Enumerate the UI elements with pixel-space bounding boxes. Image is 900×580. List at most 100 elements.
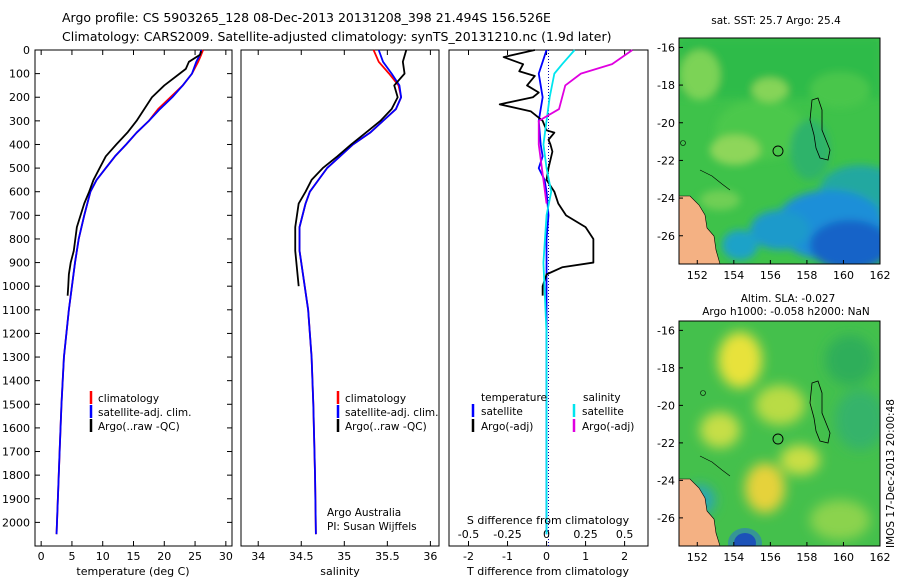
sst-map-field: [679, 38, 880, 264]
salinity-x-axis: 34 34.5 35 35.5 36: [251, 50, 437, 563]
reef-contour-sla: [809, 380, 831, 444]
difference-panel: -2 -1 0 1 2 -0.5 -0.25 0 0.25 0.5 T difference f…: [448, 49, 649, 578]
salinity-x-label: salinity: [320, 565, 360, 578]
map-x-tick-label: 158: [796, 551, 817, 564]
x-tick-label: 10: [96, 550, 110, 563]
sst-map-axes: 152 154 156 158 160 162 -16 -18 -20 -22 -24 -26: [657, 41, 890, 282]
salinity-plot-frame: [240, 49, 440, 547]
series-line: [298, 49, 403, 535]
y-tick-label: 1300: [2, 351, 30, 364]
y-tick-label: 400: [9, 138, 30, 151]
s-difference-axis: -0.5 -0.25 0 0.25 0.5: [458, 528, 634, 541]
series-line: [537, 49, 633, 204]
map-x-tick-label: 154: [723, 551, 744, 564]
sla-map-title-line2: Argo h1000: -0.058 h2000: NaN: [702, 306, 870, 318]
y-tick-label: 1100: [2, 304, 30, 317]
top-tick-label: -0.25: [493, 528, 521, 541]
salinity-panel: 34 34.5 35 35.5 36 salinity climatology sate…: [240, 49, 440, 578]
map-x-tick-label: 160: [833, 551, 854, 564]
sla-map-axes: 152 154 156 158 160 162 -16 -18 -20 -22 -24 -26: [657, 324, 890, 564]
sst-map-frame: [678, 37, 881, 265]
top-tick-label: 0: [543, 528, 550, 541]
map-y-tick-label: -20: [657, 117, 675, 130]
difference-legend: temperature salinity satellite Argo(-adj…: [471, 392, 634, 433]
sla-map-field: [679, 321, 880, 546]
difference-plot-frame: [448, 49, 649, 547]
y-tick-label: 0: [23, 44, 30, 57]
top-tick-label: -0.5: [458, 528, 479, 541]
legend-label-satellite: satellite-adj. clim.: [345, 407, 438, 419]
difference-series: [498, 49, 633, 535]
series-line: [66, 50, 203, 296]
x-tick-label: 34.5: [289, 550, 314, 563]
map-y-tick-label: -22: [657, 154, 675, 167]
argo-location-marker: [772, 145, 784, 157]
x-tick-label: 20: [157, 550, 171, 563]
temperature-series: [55, 49, 204, 535]
map-y-tick-label: -26: [657, 512, 675, 525]
temperature-legend: climatology satellite-adj. clim. Argo(..…: [89, 391, 191, 433]
argo-location-marker-sla: [772, 433, 784, 445]
map-y-tick-label: -16: [657, 41, 675, 54]
legend-label-s-satellite: satellite: [582, 406, 624, 418]
legend-label-t-satellite: satellite: [481, 406, 523, 418]
sla-map-panel: Altim. SLA: -0.027 Argo h1000: -0.058 h2…: [657, 293, 890, 564]
sst-map-panel: sat. SST: 25.7 Argo: 25.4: [657, 15, 890, 282]
series-line: [294, 49, 408, 287]
map-x-tick-label: 162: [870, 551, 891, 564]
map-y-tick-label: -24: [657, 474, 675, 487]
s-difference-label: S difference from climatology: [467, 514, 630, 527]
map-x-tick-label: 160: [833, 269, 854, 282]
map-y-tick-label: -26: [657, 230, 675, 243]
y-tick-label: 1800: [2, 469, 30, 482]
salinity-series: [294, 49, 408, 535]
figure-title-line2: Climatology: CARS2009. Satellite-adjuste…: [62, 29, 612, 44]
australia-coast-sst: [679, 195, 721, 264]
y-tick-label: 700: [9, 209, 30, 222]
x-tick-label: -2: [463, 550, 474, 563]
legend-label-climatology: climatology: [98, 393, 159, 405]
x-tick-label: 35.5: [375, 550, 400, 563]
y-tick-label: 1900: [2, 493, 30, 506]
y-tick-label: 300: [9, 115, 30, 128]
map-y-tick-label: -24: [657, 192, 675, 205]
y-tick-label: 600: [9, 186, 30, 199]
x-tick-label: 0: [543, 550, 550, 563]
x-tick-label: 30: [219, 550, 233, 563]
map-y-tick-label: -18: [657, 79, 675, 92]
y-tick-label: 1000: [2, 280, 30, 293]
australia-coast-sla: [679, 478, 721, 546]
y-tick-label: 500: [9, 162, 30, 175]
map-x-tick-label: 156: [760, 551, 781, 564]
top-tick-label: 0.25: [573, 528, 598, 541]
legend-header-temperature: temperature: [481, 392, 547, 404]
x-tick-label: 1: [582, 550, 589, 563]
y-tick-label: 2000: [2, 516, 30, 529]
y-tick-label: 800: [9, 233, 30, 246]
top-tick-label: 0.5: [616, 528, 634, 541]
x-tick-label: 15: [127, 550, 141, 563]
x-tick-label: 5: [68, 550, 75, 563]
legend-label-argo: Argo(..raw -QC): [345, 421, 427, 433]
sst-map-title: sat. SST: 25.7 Argo: 25.4: [711, 15, 841, 27]
x-tick-label: 2: [621, 550, 628, 563]
legend-label-t-argo: Argo(-adj): [481, 421, 533, 433]
map-y-tick-label: -20: [657, 399, 675, 412]
t-difference-axis: -2 -1 0 1 2: [463, 50, 628, 563]
legend-label-satellite: satellite-adj. clim.: [98, 407, 191, 419]
map-y-tick-label: -18: [657, 362, 675, 375]
x-tick-label: 36: [423, 550, 437, 563]
y-tick-label: 900: [9, 257, 30, 270]
map-x-tick-label: 162: [870, 269, 891, 282]
t-difference-label: T difference from climatology: [466, 565, 629, 578]
temperature-x-label: temperature (deg C): [76, 565, 189, 578]
imos-timestamp: IMOS 17-Dec-2013 20:00:48: [885, 399, 897, 548]
map-x-tick-label: 152: [687, 269, 708, 282]
x-tick-label: 34: [251, 550, 265, 563]
y-tick-label: 1700: [2, 446, 30, 459]
x-tick-label: -1: [502, 550, 513, 563]
salinity-legend: climatology satellite-adj. clim. Argo(..…: [336, 391, 438, 433]
y-tick-label: 100: [9, 68, 30, 81]
series-line: [542, 49, 576, 535]
